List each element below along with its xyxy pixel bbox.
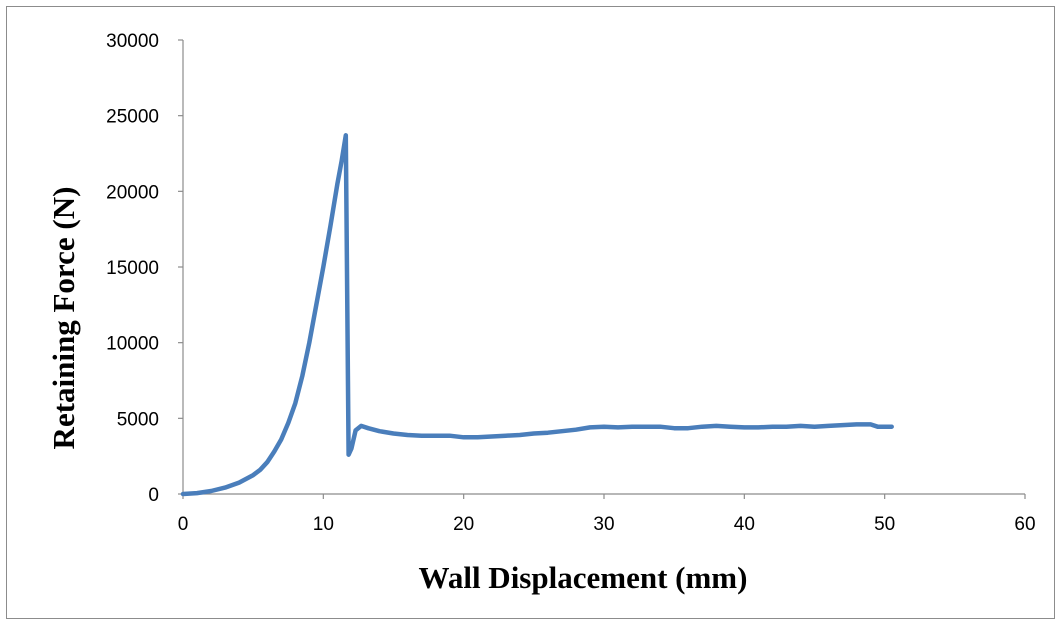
- y-tick-label: 30000: [106, 31, 159, 52]
- x-tick-label: 50: [874, 514, 895, 535]
- y-tick-group: 0 5000 10000 15000 20000 25000 30000: [106, 31, 183, 506]
- series-line: [180, 133, 894, 497]
- x-tick-label: 30: [593, 514, 614, 535]
- x-axis-title: Wall Displacement (mm): [419, 560, 748, 595]
- x-tick-label: 20: [453, 514, 474, 535]
- y-tick-label: 10000: [106, 334, 159, 355]
- y-tick-label: 25000: [106, 107, 159, 128]
- y-tick-label: 0: [148, 485, 159, 506]
- x-tick-group: 0 10 20 30 40 50 60: [178, 494, 1036, 535]
- y-tick-label: 20000: [106, 182, 159, 203]
- x-tick-label: 10: [313, 514, 334, 535]
- y-tick-label: 5000: [117, 409, 159, 430]
- x-tick-label: 60: [1014, 514, 1035, 535]
- chart-frame: [6, 6, 1055, 619]
- y-axis-title: Retaining Force (N): [46, 187, 81, 450]
- y-tick-label: 15000: [106, 258, 159, 279]
- x-tick-label: 40: [734, 514, 755, 535]
- x-tick-label: 0: [178, 514, 189, 535]
